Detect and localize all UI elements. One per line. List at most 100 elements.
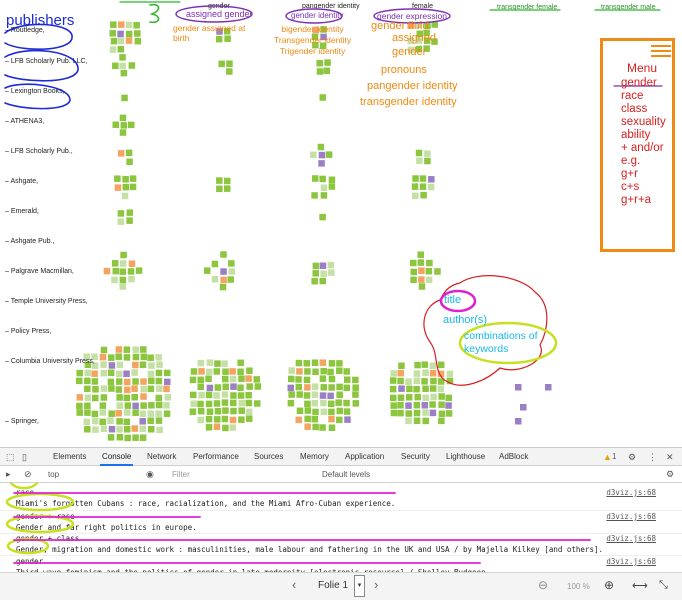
hamburger-icon[interactable] xyxy=(651,45,671,47)
tab-performance[interactable]: Performance xyxy=(193,452,239,461)
more-menu-icon[interactable]: ⋮ xyxy=(648,452,657,462)
record-square xyxy=(430,377,437,385)
prev-slide-icon[interactable]: ‹ xyxy=(292,577,297,592)
record-square xyxy=(112,267,120,275)
tab-lighthouse[interactable]: Lighthouse xyxy=(446,452,486,461)
record-square xyxy=(131,425,139,432)
next-slide-icon[interactable]: › xyxy=(374,577,379,592)
record-square xyxy=(328,408,335,416)
device-toolbar-icon[interactable]: ▯ xyxy=(22,452,27,462)
fullscreen-icon[interactable]: ⤡ xyxy=(659,579,668,591)
record-square xyxy=(327,261,335,269)
record-square xyxy=(327,392,334,400)
record-square xyxy=(115,370,123,378)
record-square xyxy=(415,149,423,157)
log-text: Miami's forgotten Cubans : race, raciali… xyxy=(16,499,396,508)
record-square xyxy=(125,21,133,29)
record-square xyxy=(390,394,397,402)
menu-item-class[interactable]: class xyxy=(621,103,648,115)
fit-width-icon[interactable]: ⟷ xyxy=(632,580,648,592)
tab-sources[interactable]: Sources xyxy=(254,452,284,461)
record-square xyxy=(520,404,527,411)
filter-input[interactable]: Filter xyxy=(172,470,190,479)
record-square xyxy=(545,384,552,391)
record-square xyxy=(437,370,445,378)
record-square xyxy=(128,275,135,283)
record-square xyxy=(320,408,328,416)
menu-item-sexuality[interactable]: sexuality xyxy=(621,116,666,128)
record-square xyxy=(218,60,225,68)
tab-memory[interactable]: Memory xyxy=(300,452,329,461)
record-square xyxy=(229,368,236,375)
record-square xyxy=(189,408,197,415)
record-square xyxy=(120,122,128,129)
menu-title: Menu xyxy=(627,61,658,75)
menu-item-g-r-a[interactable]: g+r+a xyxy=(621,194,652,206)
tab-application[interactable]: Application xyxy=(345,452,385,461)
record-square xyxy=(123,386,131,394)
console-settings-icon[interactable]: ⚙ xyxy=(666,469,675,479)
record-square xyxy=(328,424,336,431)
levels-dropdown[interactable]: Default levels xyxy=(322,470,371,479)
sidebar-toggle-icon[interactable]: ▸ xyxy=(6,469,11,479)
annotation-assigned-gender: assigned gender xyxy=(186,9,253,19)
tab-adblock[interactable]: AdBlock xyxy=(499,452,529,461)
close-icon[interactable]: ✕ xyxy=(666,452,674,462)
record-square xyxy=(128,62,136,69)
console-toolbar: ▸ ⊘ top ◉ Filter Default levels ⚙ xyxy=(0,466,682,483)
log-source-link[interactable]: d3viz.js:68 xyxy=(606,488,656,497)
tab-security[interactable]: Security xyxy=(401,452,430,461)
log-source-link[interactable]: d3viz.js:68 xyxy=(606,512,656,521)
record-square xyxy=(425,267,433,275)
zoom-in-icon[interactable]: ⊕ xyxy=(604,578,615,592)
record-square xyxy=(76,409,83,416)
record-square xyxy=(129,183,137,191)
menu-item-gender[interactable]: gender xyxy=(621,77,657,89)
publisher-label: Policy Press, xyxy=(5,328,51,335)
log-source-link[interactable]: d3viz.js:68 xyxy=(606,534,656,543)
tab-console[interactable]: Console xyxy=(99,452,134,466)
record-square xyxy=(131,385,138,392)
record-square xyxy=(155,401,163,409)
record-square xyxy=(125,37,133,44)
menu-item-and-or[interactable]: + and/or xyxy=(621,142,664,154)
record-square xyxy=(288,367,295,374)
record-square xyxy=(220,268,227,275)
record-square xyxy=(115,346,123,353)
record-square xyxy=(197,359,205,367)
tab-elements[interactable]: Elements xyxy=(53,452,87,461)
menu-item-g-r[interactable]: g+r xyxy=(621,168,638,180)
record-square xyxy=(397,377,404,385)
record-square xyxy=(423,37,431,44)
record-square xyxy=(319,42,327,50)
record-square xyxy=(311,383,319,390)
zoom-out-icon[interactable]: ⊖ xyxy=(538,578,549,592)
record-square xyxy=(214,360,221,367)
menu-item-race[interactable]: race xyxy=(621,90,644,102)
record-square xyxy=(320,367,327,375)
record-square xyxy=(91,353,98,361)
settings-icon[interactable]: ⚙ xyxy=(628,452,637,462)
record-square xyxy=(320,270,327,278)
menu-item-c-s[interactable]: c+s xyxy=(621,181,640,193)
record-square xyxy=(515,418,522,425)
eye-icon[interactable]: ◉ xyxy=(146,469,154,479)
record-square xyxy=(312,270,319,277)
record-square xyxy=(328,176,336,184)
record-square xyxy=(445,410,453,417)
record-square xyxy=(421,378,428,385)
warning-icon[interactable]: ▲ xyxy=(603,452,612,462)
record-square xyxy=(320,384,328,391)
log-source-link[interactable]: d3viz.js:68 xyxy=(606,557,656,566)
tab-network[interactable]: Network xyxy=(147,452,177,461)
record-square xyxy=(228,260,235,267)
inspect-icon[interactable]: ⬚ xyxy=(6,452,15,462)
record-square xyxy=(304,407,312,414)
context-select[interactable]: top xyxy=(48,470,60,479)
record-square xyxy=(100,385,108,392)
record-square xyxy=(320,184,328,192)
clear-console-icon[interactable]: ⊘ xyxy=(24,469,32,479)
record-square xyxy=(319,213,326,221)
page-dropdown[interactable]: ▾ xyxy=(354,575,365,597)
menu-item-ability[interactable]: ability xyxy=(621,129,651,141)
